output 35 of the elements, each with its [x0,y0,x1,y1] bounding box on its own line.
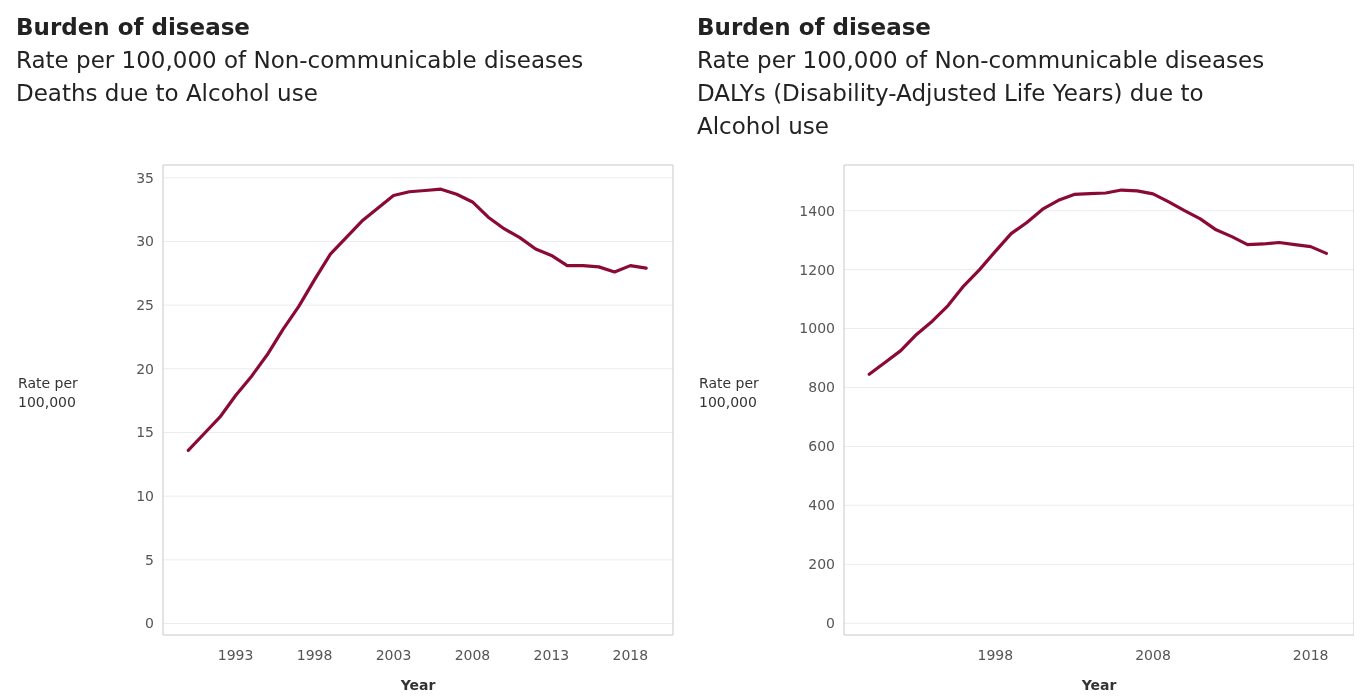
y-axis-title: Rate per 100,000 [18,375,79,410]
x-tick-label: 2013 [533,647,570,663]
y-tick-label: 5 [145,551,154,568]
x-tick-label: 2008 [454,647,491,663]
x-tick-label: 1993 [217,647,254,663]
y-tick-label: 1400 [799,202,835,219]
x-tick-label: 2018 [1292,647,1329,663]
x-tick-label: 2018 [612,647,649,663]
y-tick-label: 600 [808,438,835,455]
x-tick-label: 1998 [296,647,333,663]
x-tick-label: 1998 [977,647,1014,663]
y-tick-label: 10 [136,488,154,505]
y-tick-label: 15 [136,424,154,441]
y-tick-label: 800 [808,379,835,396]
y-tick-label: 25 [136,297,154,314]
y-tick-label: 1200 [799,261,835,278]
chart-subtitle: Rate per 100,000 of Non-communicable diseases DALYs (Disability-Adjusted Life Years) due to Alcohol use [697,47,1265,139]
line-series [186,187,648,452]
y-tick-label: 200 [808,556,835,573]
x-axis-title: Year [399,677,436,693]
x-tick-label: 2008 [1135,647,1171,663]
y-tick-label: 1000 [799,320,835,337]
chart-title: Burden of disease [697,14,931,40]
chart-title: Burden of disease [16,14,250,40]
y-tick-label: 20 [136,360,154,377]
chart-subtitle: Rate per 100,000 of Non-communicable diseases Deaths due to Alcohol use [16,47,584,106]
y-tick-label: 30 [136,233,154,250]
y-tick-label: 400 [808,497,835,514]
y-tick-label: 0 [145,615,154,632]
y-tick-label: 0 [826,615,835,632]
y-axis-title: Rate per 100,000 [699,375,760,410]
y-tick-label: 35 [136,169,154,186]
line-series [867,188,1329,376]
x-tick-label: 2003 [375,647,412,663]
x-axis-title: Year [1080,677,1117,693]
